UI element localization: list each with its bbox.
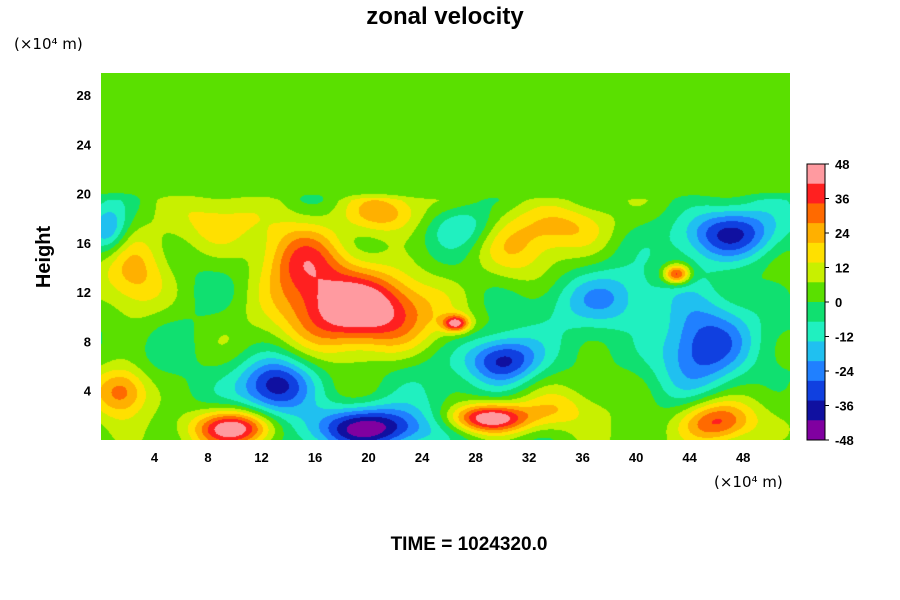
x-tick-label: 28	[468, 450, 482, 465]
colorbar-tick-label: -48	[835, 433, 854, 448]
x-tick-label: 24	[415, 450, 430, 465]
colorbar-swatch	[807, 380, 825, 402]
colorbar	[806, 163, 826, 441]
colorbar-swatch	[807, 400, 825, 421]
colorbar-swatch	[807, 302, 825, 323]
colorbar-swatch	[807, 183, 825, 204]
x-axis: 4 8 12 16 20 24 28 32 36 40 44 48	[151, 450, 751, 465]
colorbar-tick-label: 24	[835, 226, 850, 241]
x-tick-label: 16	[308, 450, 322, 465]
colorbar-tick-label: -36	[835, 399, 854, 414]
x-axis-unit: (×10⁴ m)	[714, 473, 783, 491]
colorbar-swatch	[807, 321, 825, 342]
colorbar-swatch	[807, 282, 825, 303]
colorbar-swatch	[807, 164, 825, 185]
x-tick-label: 20	[361, 450, 375, 465]
colorbar-tick-label: 36	[835, 192, 849, 207]
x-tick-label: 40	[629, 450, 643, 465]
colorbar-tick-label: -24	[835, 364, 855, 379]
y-tick-label: 24	[77, 137, 92, 152]
heatmap-canvas	[101, 73, 790, 440]
heatmap-field	[101, 73, 790, 440]
x-tick-label: 44	[682, 450, 697, 465]
y-tick-label: 8	[84, 334, 91, 349]
y-axis: 4 8 12 16 20 24 28	[77, 88, 92, 399]
x-tick-label: 36	[575, 450, 589, 465]
colorbar-swatch	[807, 242, 825, 264]
y-tick-label: 12	[77, 285, 91, 300]
x-tick-label: 8	[204, 450, 211, 465]
x-tick-label: 32	[522, 450, 536, 465]
colorbar-tick-label: 0	[835, 295, 842, 310]
x-tick-label: 4	[151, 450, 159, 465]
chart-title: zonal velocity	[366, 3, 524, 30]
plot-area	[101, 73, 790, 440]
x-tick-label: 48	[736, 450, 750, 465]
colorbar-swatch	[807, 262, 825, 283]
y-axis-unit: (×10⁴ m)	[14, 35, 83, 53]
colorbar-swatch	[807, 341, 825, 362]
y-tick-label: 4	[84, 384, 92, 399]
y-tick-label: 20	[77, 187, 91, 202]
y-tick-label: 16	[77, 236, 91, 251]
colorbar-tick-label: 12	[835, 261, 849, 276]
y-tick-label: 28	[77, 88, 91, 103]
x-tick-label: 12	[254, 450, 268, 465]
colorbar-swatch	[807, 203, 825, 224]
colorbar-tick-label: 48	[835, 157, 849, 172]
colorbar-ticks: 48 36 24 12 0 -12 -24 -36 -48	[825, 157, 855, 448]
y-axis-label: Height	[33, 226, 55, 289]
colorbar-tick-label: -12	[835, 330, 854, 345]
colorbar-swatch	[807, 420, 825, 441]
colorbar-swatch	[807, 223, 825, 244]
time-label: TIME = 1024320.0	[391, 534, 548, 555]
colorbar-swatch	[807, 361, 825, 382]
